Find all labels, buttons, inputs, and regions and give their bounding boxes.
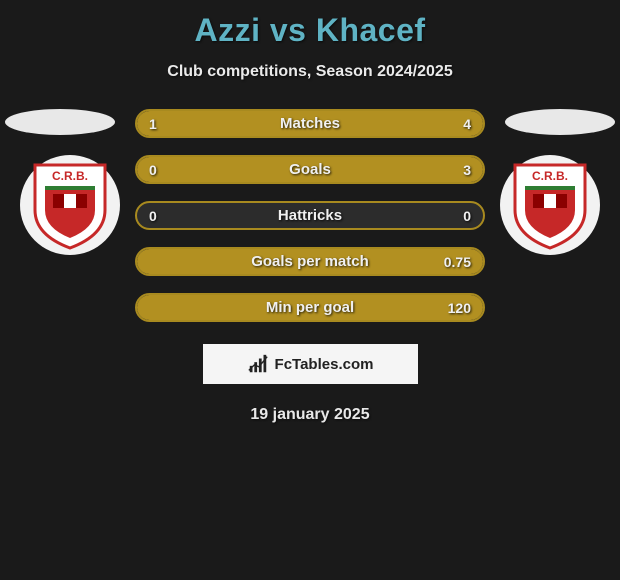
player-avatar-right [505, 109, 615, 135]
stat-bar: Goals per match0.75 [135, 247, 485, 276]
page-title: Azzi vs Khacef [0, 0, 620, 49]
player-avatar-left [5, 109, 115, 135]
stat-bars: 1Matches40Goals30Hattricks0Goals per mat… [135, 109, 485, 322]
bar-value-right: 3 [463, 162, 471, 178]
date-label: 19 january 2025 [0, 406, 620, 424]
bar-label: Goals [137, 161, 483, 178]
svg-text:C.R.B.: C.R.B. [532, 169, 568, 183]
bar-label: Hattricks [137, 207, 483, 224]
stat-bar: 1Matches4 [135, 109, 485, 138]
club-badge-right: C.R.B. [500, 155, 600, 255]
subtitle: Club competitions, Season 2024/2025 [0, 63, 620, 81]
svg-text:C.R.B.: C.R.B. [52, 169, 88, 183]
stat-bar: 0Goals3 [135, 155, 485, 184]
bar-value-right: 4 [463, 116, 471, 132]
bar-value-right: 0 [463, 208, 471, 224]
bar-label: Min per goal [137, 299, 483, 316]
bar-label: Matches [137, 115, 483, 132]
comparison-panel: C.R.B. C.R.B. 1Matches40Goals30Hattricks… [0, 109, 620, 424]
stat-bar: 0Hattricks0 [135, 201, 485, 230]
crb-shield-icon: C.R.B. [510, 160, 590, 250]
bar-value-right: 120 [448, 300, 471, 316]
stat-bar: Min per goal120 [135, 293, 485, 322]
bar-value-right: 0.75 [444, 254, 471, 270]
brand-text: FcTables.com [275, 356, 374, 373]
crb-shield-icon: C.R.B. [30, 160, 110, 250]
bar-label: Goals per match [137, 253, 483, 270]
brand-badge: FcTables.com [203, 344, 418, 384]
bar-chart-icon [247, 353, 269, 375]
club-badge-left: C.R.B. [20, 155, 120, 255]
